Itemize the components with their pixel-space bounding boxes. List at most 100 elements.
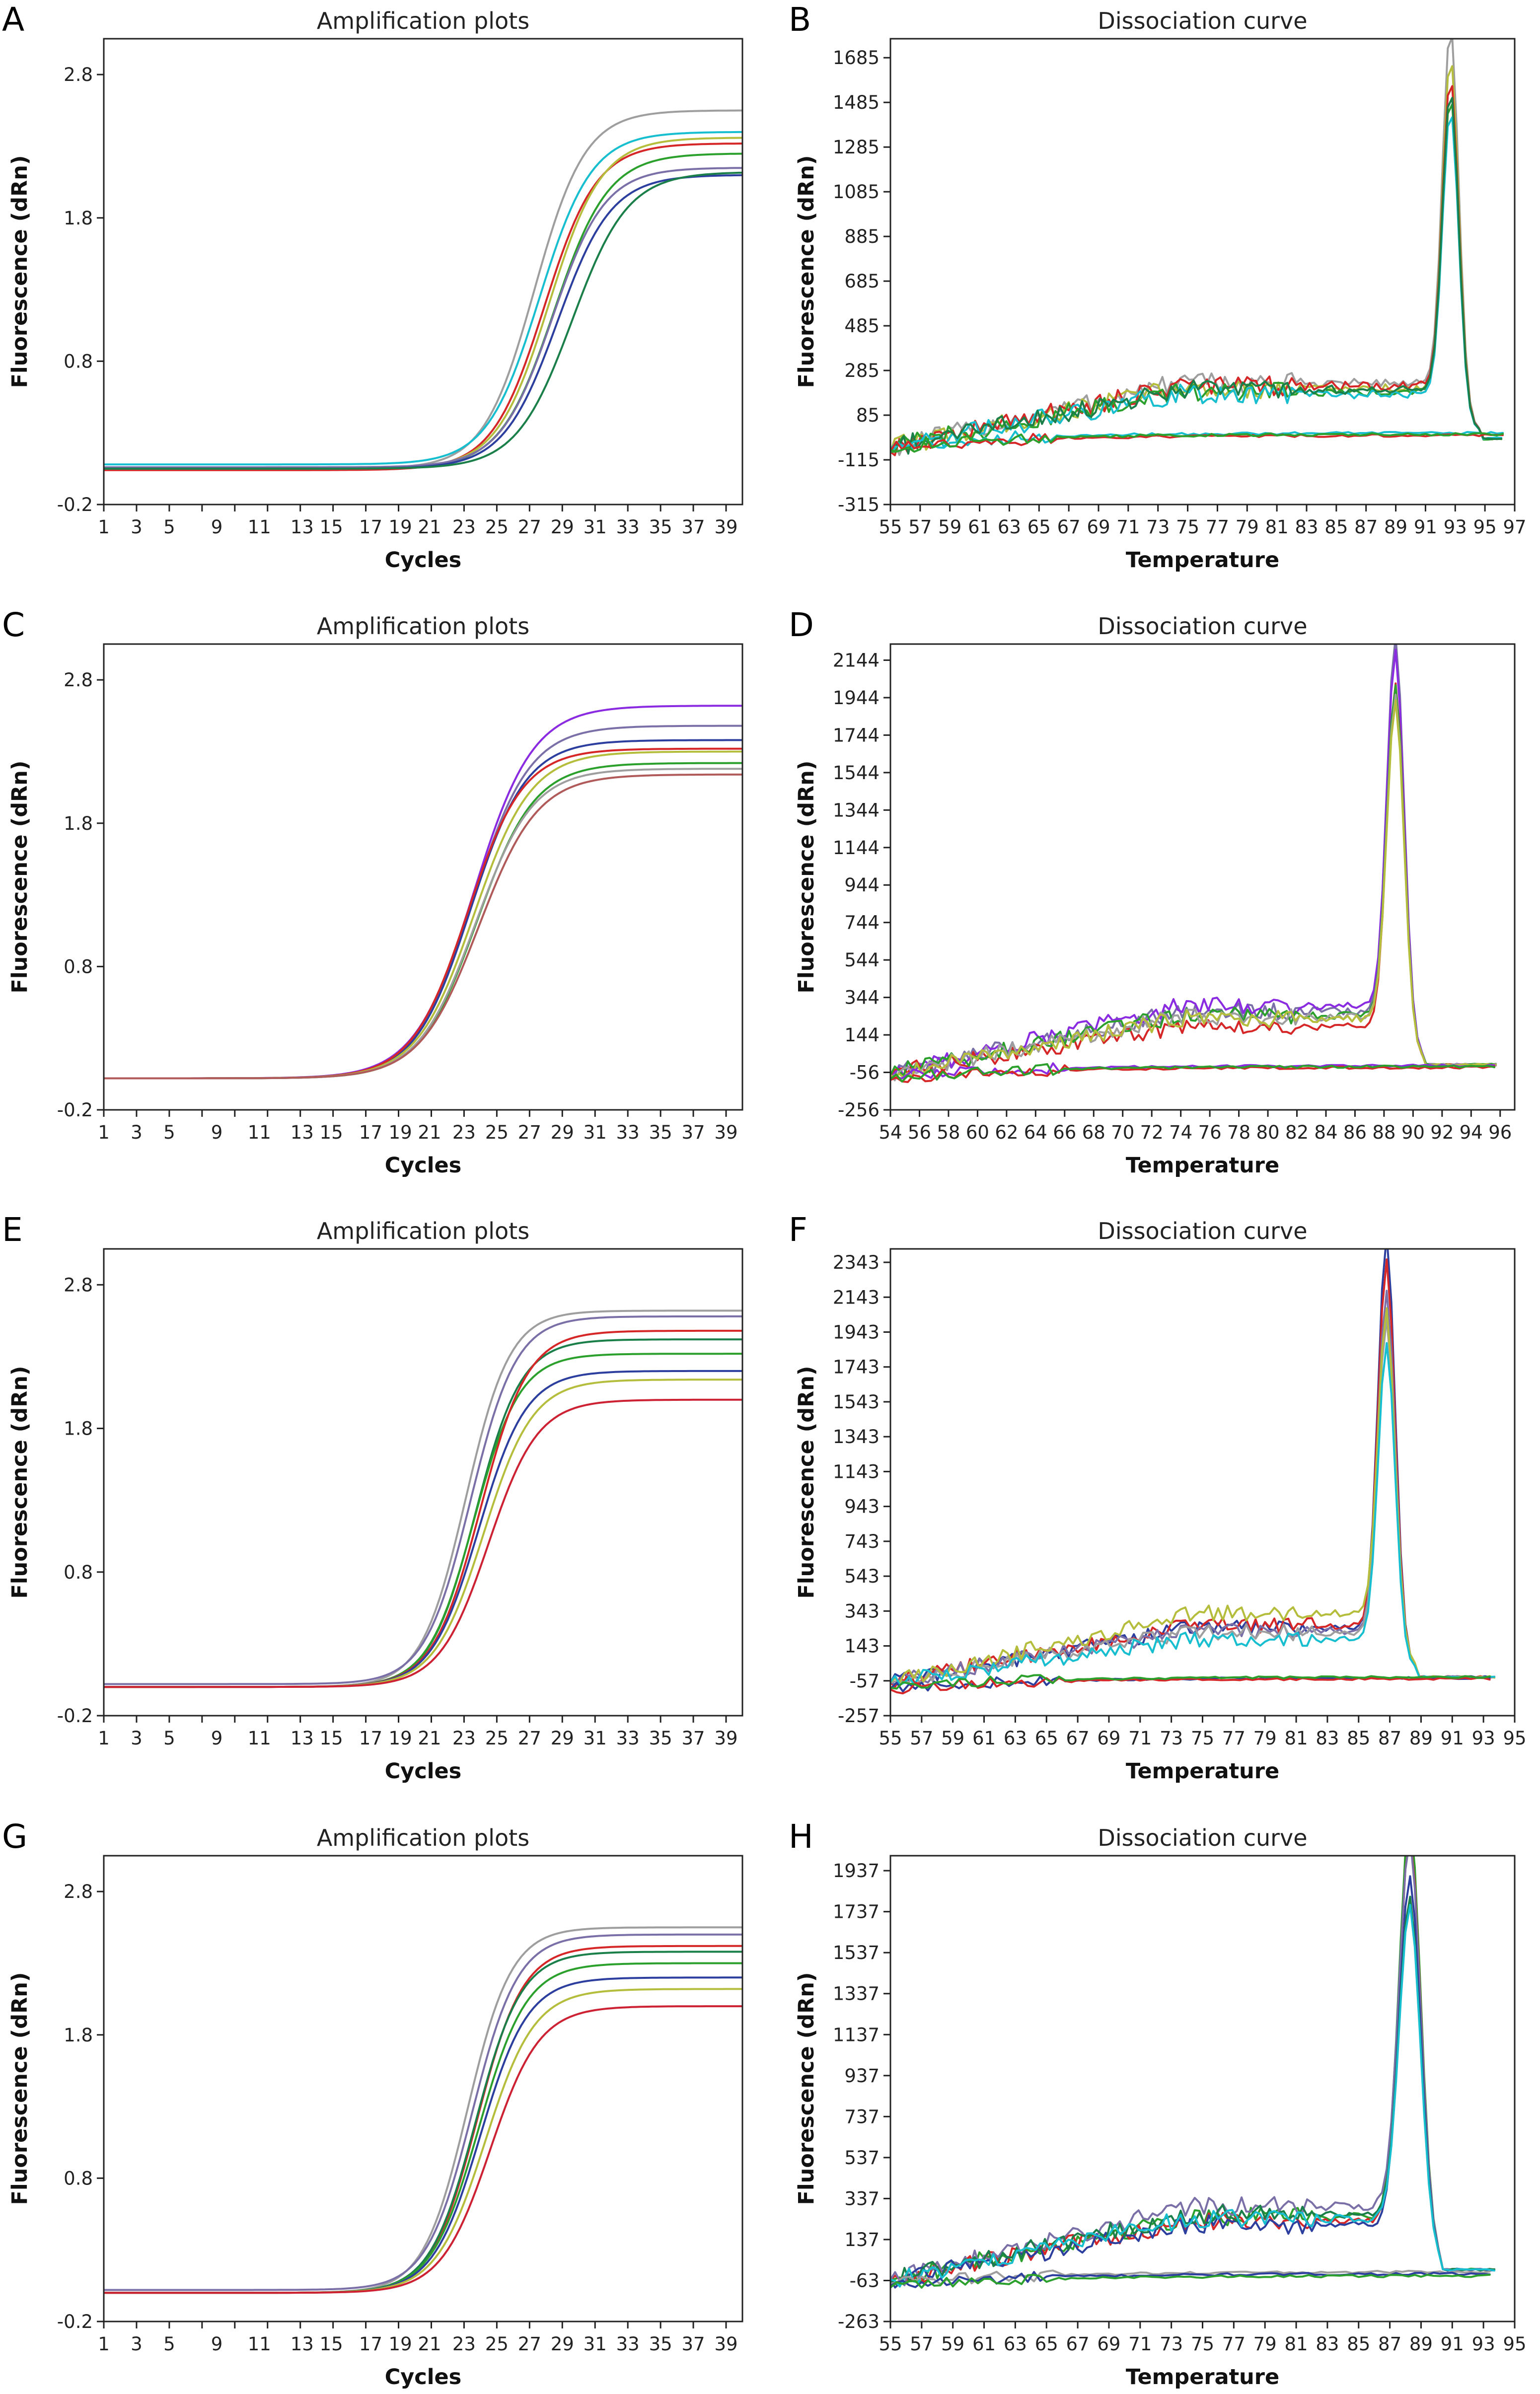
series-line: [104, 152, 742, 470]
panel-letter: C: [2, 606, 25, 644]
x-tick-label: 55: [879, 1728, 902, 1749]
x-tick-label: 11: [248, 1122, 271, 1143]
x-tick-label: 69: [1097, 1728, 1120, 1749]
x-tick-label: 37: [682, 516, 705, 538]
x-tick-label: 91: [1441, 1728, 1464, 1749]
x-tick-label: 74: [1169, 1122, 1192, 1143]
x-axis-label: Cycles: [385, 548, 462, 573]
panel-letter: D: [789, 606, 814, 644]
x-tick-label: 79: [1253, 1728, 1277, 1749]
x-tick-label: 65: [1035, 2333, 1058, 2355]
x-tick-label: 39: [714, 1728, 737, 1749]
y-tick-label: 337: [844, 2188, 880, 2209]
x-tick-label: 93: [1444, 516, 1467, 538]
x-tick-label: 91: [1441, 2333, 1464, 2355]
x-tick-label: 17: [359, 1122, 382, 1143]
x-tick-label: 75: [1191, 2333, 1214, 2355]
x-tick-label: 70: [1111, 1122, 1134, 1143]
x-tick-label: 31: [584, 1728, 607, 1749]
x-tick-label: 89: [1409, 2333, 1433, 2355]
x-axis-label: Temperature: [1126, 1759, 1279, 1784]
y-tick-label: 1337: [833, 1983, 880, 2005]
series-line: [890, 2269, 1491, 2285]
y-tick-label: 1544: [833, 762, 880, 784]
y-tick-label: 1943: [833, 1321, 880, 1343]
x-tick-label: 71: [1128, 2333, 1152, 2355]
x-tick-label: 75: [1176, 516, 1199, 538]
y-tick-label: 1.8: [64, 1418, 93, 1440]
x-tick-label: 1: [98, 2333, 110, 2355]
series-group: [890, 644, 1497, 1083]
x-tick-label: 27: [518, 2333, 541, 2355]
y-tick-label: 143: [844, 1636, 880, 1657]
x-tick-label: 5: [163, 516, 175, 538]
x-tick-label: 79: [1253, 2333, 1277, 2355]
y-tick-label: -263: [838, 2311, 880, 2332]
x-tick-label: 91: [1414, 516, 1437, 538]
x-tick-label: 55: [879, 516, 902, 538]
x-tick-label: 19 21: [389, 1728, 441, 1749]
y-tick-label: -57: [850, 1670, 880, 1692]
x-tick-label: 1: [98, 1728, 110, 1749]
x-tick-label: 61: [972, 2333, 996, 2355]
x-tick-label: 81: [1265, 516, 1289, 538]
x-tick-label: 75: [1191, 1728, 1214, 1749]
y-axis-label: Fluorescence (dRn): [7, 761, 32, 994]
x-tick-label: 11: [248, 516, 271, 538]
x-tick-label: 89: [1384, 516, 1407, 538]
chart-title: Dissociation curve: [1098, 1218, 1307, 1244]
y-tick-label: 2.8: [64, 1274, 93, 1296]
y-tick-label: -257: [838, 1705, 880, 1727]
y-tick-label: -56: [850, 1062, 880, 1084]
y-tick-label: 1743: [833, 1357, 880, 1378]
x-tick-label: 25: [485, 516, 509, 538]
x-tick-label: 54: [879, 1122, 902, 1143]
x-tick-label: 95: [1503, 2333, 1526, 2355]
y-tick-label: 1.8: [64, 208, 93, 229]
x-tick-label: 25: [485, 1122, 509, 1143]
x-tick-label: 27: [518, 1122, 541, 1143]
x-tick-label: 19 21: [389, 1122, 441, 1143]
panel-letter: F: [789, 1211, 807, 1249]
y-tick-label: 85: [856, 405, 880, 426]
x-tick-label: 25: [485, 1728, 509, 1749]
x-tick-label: 57: [910, 2333, 933, 2355]
chart-title: Amplification plots: [317, 613, 529, 640]
panel-letter: G: [2, 1817, 27, 1856]
x-tick-label: 3: [131, 1122, 143, 1143]
x-tick-label: 31: [584, 516, 607, 538]
x-tick-label: 29: [551, 516, 574, 538]
x-tick-label: 88: [1372, 1122, 1395, 1143]
series-line: [104, 1338, 742, 1688]
panel-g: G Amplification plots-0.20.81.82.81 3 5 9 11 1…: [2, 1817, 743, 2390]
plot-frame: [889, 1855, 1516, 2322]
x-axis-label: Temperature: [1126, 2365, 1279, 2390]
series-line: [890, 1676, 1491, 1695]
series-group: [104, 109, 742, 471]
x-tick-label: 37: [682, 2333, 705, 2355]
y-axis-label: Fluorescence (dRn): [7, 1972, 32, 2205]
x-axis-label: Cycles: [385, 1759, 462, 1784]
x-tick-label: 80: [1256, 1122, 1279, 1143]
panel-f: F Dissociation curve -257 -57 143 343 543 743 94…: [789, 1211, 1527, 1784]
y-tick-label: 0.8: [64, 351, 93, 372]
series-line: [104, 1951, 742, 2294]
y-tick-label: -0.2: [57, 1099, 93, 1121]
x-tick-label: 97: [1503, 516, 1526, 538]
x-tick-label: 3: [131, 1728, 143, 1749]
x-tick-label: 83: [1316, 2333, 1339, 2355]
series-group: [104, 705, 742, 1080]
y-tick-label: 1.8: [64, 813, 93, 834]
y-tick-label: 543: [844, 1566, 880, 1587]
y-tick-label: 1744: [833, 725, 880, 746]
x-tick-label: 35: [649, 516, 672, 538]
x-tick-label: 76: [1198, 1122, 1222, 1143]
series-line: [104, 1315, 742, 1685]
y-tick-label: 1.8: [64, 2025, 93, 2046]
x-tick-label: 17: [359, 516, 382, 538]
series-line: [104, 750, 742, 1080]
y-tick-label: 943: [844, 1496, 880, 1518]
y-tick-label: 1543: [833, 1391, 880, 1413]
y-tick-label: 537: [844, 2147, 880, 2169]
series-line: [104, 131, 742, 466]
